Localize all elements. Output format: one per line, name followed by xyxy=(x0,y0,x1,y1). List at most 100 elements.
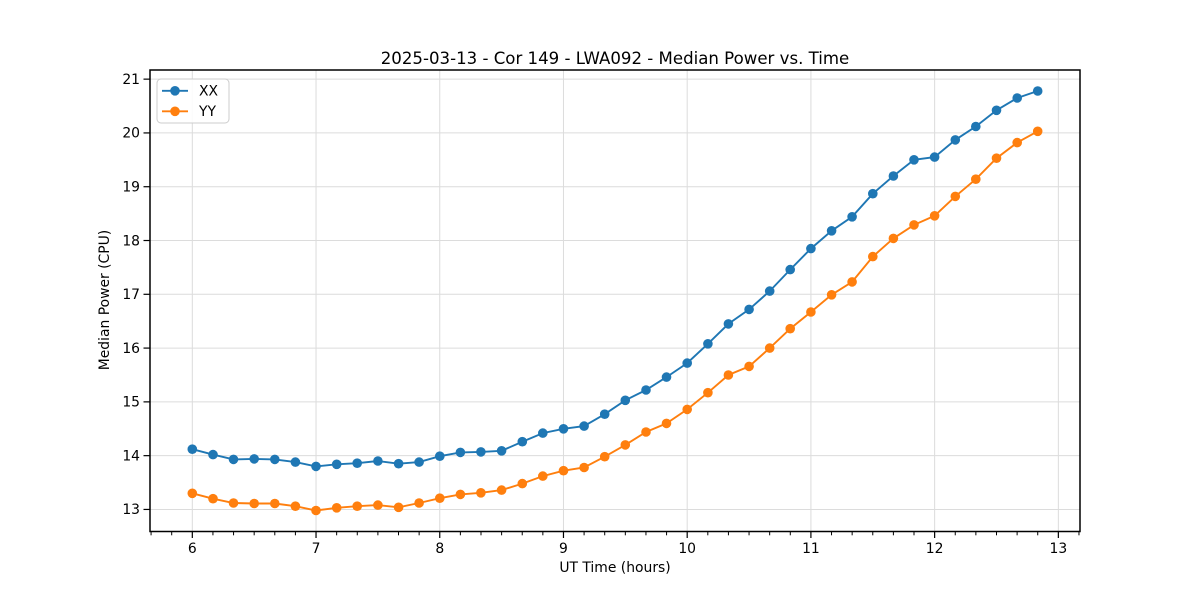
legend-entry-yy: YY xyxy=(162,104,216,120)
data-point-xx xyxy=(599,409,610,420)
data-point-xx xyxy=(538,428,548,438)
data-point-yy xyxy=(517,478,528,489)
data-point-xx xyxy=(311,461,321,472)
data-point-yy xyxy=(538,471,548,481)
data-point-yy xyxy=(208,493,218,504)
data-point-yy xyxy=(929,211,940,221)
data-point-yy xyxy=(868,251,878,262)
data-point-xx xyxy=(558,424,569,434)
data-point-yy xyxy=(764,343,775,353)
data-point-xx xyxy=(228,454,239,465)
y-axis-label: Median Power (CPU) xyxy=(97,229,113,371)
data-point-yy xyxy=(290,501,301,512)
x-axis-label: UT Time (hours) xyxy=(559,560,671,576)
data-point-xx xyxy=(373,456,383,466)
data-point-yy xyxy=(270,498,280,509)
data-point-xx xyxy=(682,358,692,368)
data-point-yy xyxy=(806,307,816,317)
data-point-xx xyxy=(661,372,672,382)
data-point-xx xyxy=(1032,86,1043,96)
y-tick-label: 18 xyxy=(122,233,140,249)
data-point-xx xyxy=(455,447,466,458)
data-point-xx xyxy=(991,105,1002,116)
data-point-xx xyxy=(435,451,445,462)
data-point-xx xyxy=(496,446,507,456)
x-tick-label: 6 xyxy=(188,541,197,557)
data-point-yy xyxy=(476,488,486,498)
data-point-yy xyxy=(909,220,919,230)
data-point-yy xyxy=(723,370,734,380)
y-tick-label: 20 xyxy=(122,126,140,142)
x-tick-label: 7 xyxy=(312,541,321,557)
data-point-yy xyxy=(393,502,404,513)
data-point-xx xyxy=(641,385,651,395)
data-point-xx xyxy=(331,459,342,470)
data-point-xx xyxy=(888,171,899,181)
legend-box xyxy=(156,78,230,124)
legend: XX YY xyxy=(156,78,230,124)
spines xyxy=(149,69,1081,533)
x-tick-label: 8 xyxy=(435,541,444,557)
x-tick-label: 10 xyxy=(678,541,696,557)
legend-marker xyxy=(170,86,180,96)
x-tick-label: 13 xyxy=(1050,541,1068,557)
legend-label: XX xyxy=(199,84,219,100)
data-point-xx xyxy=(723,319,734,329)
data-point-yy xyxy=(744,361,754,372)
data-point-xx xyxy=(393,458,404,469)
data-point-yy xyxy=(414,498,424,508)
x-tick-label: 11 xyxy=(802,541,820,557)
data-point-xx xyxy=(929,152,940,162)
series-line-yy xyxy=(192,130,1039,512)
data-point-xx xyxy=(187,444,198,455)
data-point-yy xyxy=(331,503,342,513)
data-point-xx xyxy=(847,212,857,222)
legend-label: YY xyxy=(198,104,216,120)
data-point-xx xyxy=(806,243,816,254)
data-point-xx xyxy=(249,454,259,464)
y-tick-label: 21 xyxy=(122,72,140,88)
data-point-yy xyxy=(1012,137,1022,148)
data-point-yy xyxy=(249,498,259,509)
data-point-xx xyxy=(703,339,713,349)
y-tick-label: 19 xyxy=(122,180,140,196)
data-point-xx xyxy=(950,135,961,145)
data-point-xx xyxy=(517,436,528,447)
data-point-xx xyxy=(1012,93,1022,103)
data-point-yy xyxy=(888,233,899,244)
data-point-yy xyxy=(579,462,589,473)
y-tick-label: 14 xyxy=(122,448,140,464)
data-point-yy xyxy=(455,489,466,500)
data-point-xx xyxy=(414,457,424,467)
data-point-xx xyxy=(764,286,775,296)
axes-ticks: 6 7 8 9 10 11 12 13 13 14 15 16 17 18 19 20 21 xyxy=(122,72,1067,557)
series-line-xx xyxy=(192,90,1039,468)
data-point-yy xyxy=(620,440,631,450)
data-point-yy xyxy=(661,418,672,429)
data-point-yy xyxy=(187,488,198,499)
data-point-yy xyxy=(352,501,363,512)
x-tick-label: 12 xyxy=(926,541,944,557)
data-point-yy xyxy=(435,493,445,504)
y-tick-label: 16 xyxy=(122,341,140,357)
data-point-xx xyxy=(352,458,363,469)
data-point-yy xyxy=(558,465,569,476)
data-point-yy xyxy=(703,387,713,398)
data-point-yy xyxy=(847,277,857,287)
x-tick-label: 9 xyxy=(559,541,568,557)
data-point-yy xyxy=(228,498,239,508)
plot-border xyxy=(149,69,1081,533)
y-tick-label: 17 xyxy=(122,287,140,303)
data-point-yy xyxy=(373,500,383,510)
chart-title: 2025-03-13 - Cor 149 - LWA092 - Median P… xyxy=(380,49,850,68)
data-point-yy xyxy=(785,323,795,334)
data-point-yy xyxy=(826,290,837,300)
data-point-yy xyxy=(991,153,1002,163)
data-point-xx xyxy=(579,421,589,431)
legend-marker xyxy=(170,106,180,117)
data-point-xx xyxy=(785,264,795,275)
data-point-xx xyxy=(208,449,218,460)
data-point-yy xyxy=(1032,126,1043,137)
